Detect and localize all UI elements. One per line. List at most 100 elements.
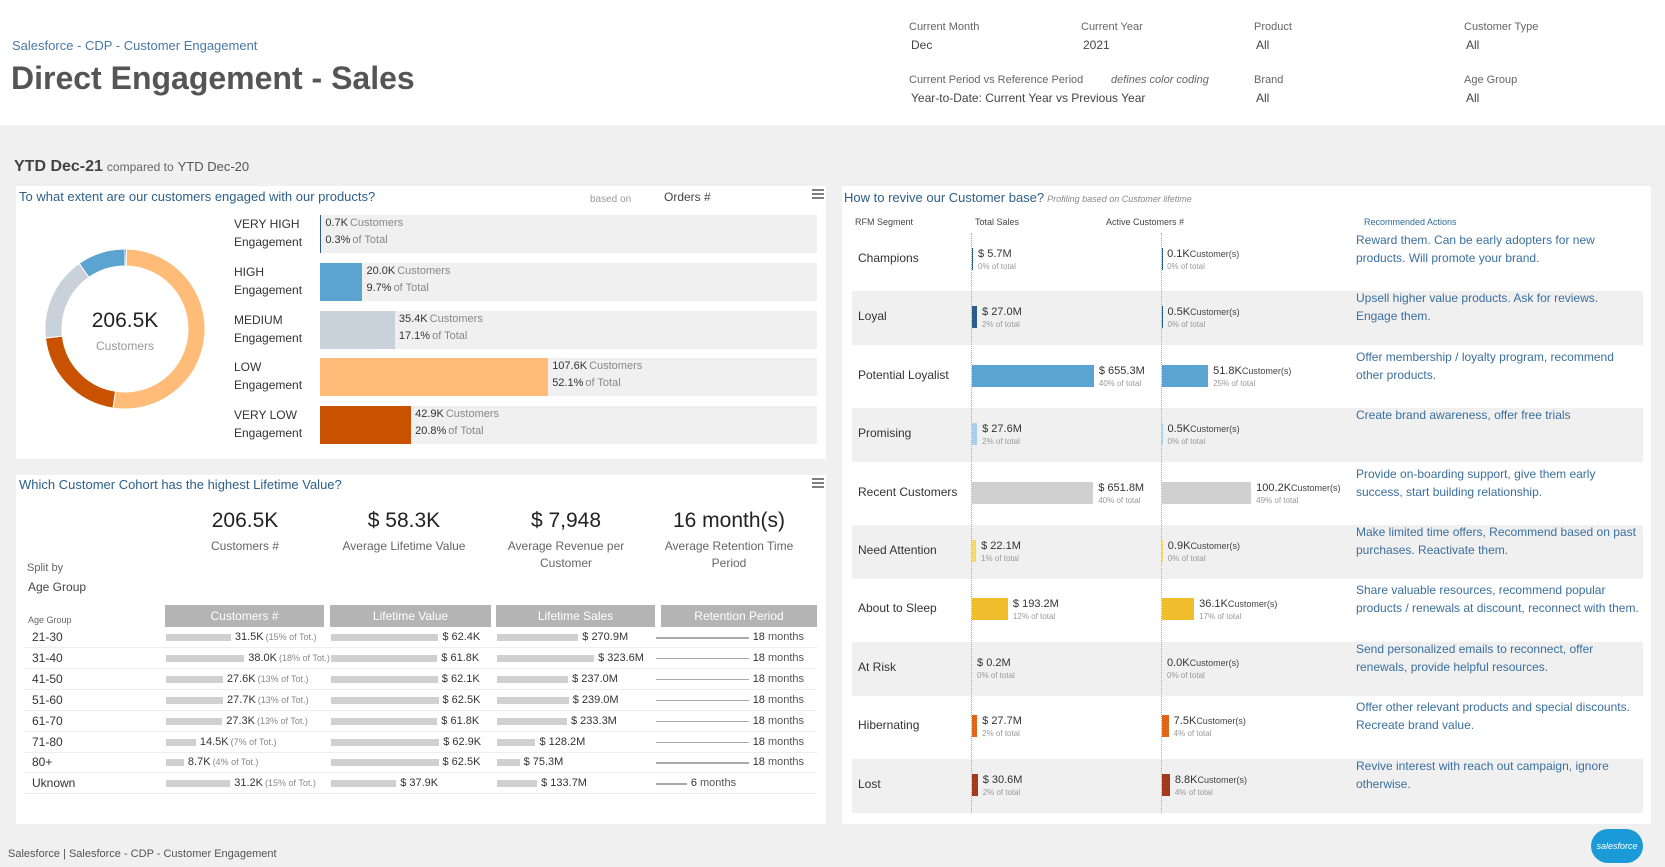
donut (44, 248, 206, 410)
filter-value: 2021 (1083, 38, 1110, 52)
value-label: 8.7K (187, 756, 211, 769)
customers-label: 31.2K (15% of Tot.) (234, 777, 316, 789)
row-rule (24, 667, 817, 669)
bar-track (320, 215, 817, 253)
retention-line (656, 783, 687, 785)
table-header (496, 605, 655, 627)
logo-text: salesforce (1596, 841, 1638, 851)
retention-label: 6 months (691, 777, 736, 789)
customers-bar (1162, 481, 1252, 504)
filter-label: Age Group (1464, 74, 1518, 86)
value-label: 14.5K (199, 735, 229, 748)
bar-track (320, 262, 817, 301)
row-band (852, 525, 1643, 579)
segment-name: At Risk (858, 659, 897, 674)
menu-icon[interactable] (812, 478, 824, 488)
value-label: 9.7% (366, 281, 392, 294)
filter-value: All (1466, 38, 1480, 52)
unit-label: Customer(s) (1196, 716, 1246, 727)
donut-total: 206.5K (91, 309, 159, 332)
value-label: 18 (752, 735, 765, 748)
sales-bar (972, 773, 978, 796)
unit-label: Customer(s) (1189, 657, 1240, 668)
unit-label: Customer(s) (1291, 482, 1341, 493)
unit-label: of Total (448, 425, 484, 438)
customers-label: 51.8KCustomer(s) (1213, 365, 1291, 377)
sales-bar (972, 481, 1094, 504)
unit-label: Customer(s) (1190, 541, 1240, 551)
value-label: 100.2K (1256, 481, 1292, 494)
rfm-heading: How to revive our Customer base? Profilin… (844, 189, 1192, 207)
sales-label: $ 651.8M (1098, 481, 1145, 494)
kpi-value: 206.5K (211, 509, 279, 532)
sales-share-label: 2% of total (982, 437, 1020, 447)
age-label: 41-50 (32, 671, 63, 686)
retention-label: 18 months (753, 715, 804, 727)
cohort-bar (497, 717, 567, 725)
row-rule (24, 751, 817, 753)
sales-share-label: 12% of total (1012, 612, 1056, 622)
customers-share-label: 0% of total (1167, 554, 1206, 563)
row-band (852, 408, 1643, 463)
customers-share-label: 49% of total (1256, 495, 1299, 505)
customers-label: 36.1KCustomer(s) (1199, 598, 1277, 610)
level-name: LOW (234, 360, 262, 375)
based-on: based on (590, 194, 632, 205)
value-label: 0.3% (325, 234, 351, 246)
recommended-action: Make limited time offers, Recommend base… (1356, 525, 1636, 557)
segment-name: Potential Loyalist (858, 367, 949, 382)
customers-label: 0.9KCustomer(s) (1168, 540, 1240, 552)
period-reference: YTD Dec-20 (177, 159, 250, 174)
cohort-bar (331, 738, 440, 746)
cohort-bar (497, 696, 569, 704)
cohort-bar (166, 675, 223, 683)
share-label: (13% of Tot.) (257, 694, 309, 705)
sales-share-label: 0% of total (978, 262, 1016, 271)
split-by: Split by (27, 562, 64, 574)
value-label: 0.9K (1167, 540, 1191, 552)
filter-note: defines color coding (1111, 74, 1209, 86)
sales-label: $ 5.7M (978, 248, 1012, 260)
level-suffix: Engagement (234, 282, 303, 297)
value-label: 6 (690, 777, 698, 790)
retention-line (656, 678, 749, 681)
unit-label: months (767, 735, 805, 748)
value-label: 0.7K (325, 217, 348, 229)
column-header: Lifetime Value (372, 609, 449, 623)
customers-bar (1162, 773, 1170, 796)
kpi-label: Average Lifetime Value (342, 539, 466, 553)
retention-label: 18 months (753, 631, 804, 643)
filter-label: Current Period vs Reference Period (909, 74, 1084, 86)
unit-label: Customer(s) (1190, 307, 1240, 318)
customers-share-label: 25% of total (1213, 378, 1256, 388)
cohort-bar (497, 634, 579, 641)
unit-label: Customers (589, 360, 643, 373)
customers-label: 0.1KCustomer(s) (1167, 248, 1239, 260)
recommended-action: Create brand awareness, offer free trial… (1356, 408, 1571, 423)
level-customers: 42.9K Customers (415, 408, 499, 420)
axis-line (971, 233, 972, 813)
recommended-action: Upsell higher value products. Ask for re… (1356, 291, 1599, 324)
retention-label: 18 months (753, 673, 804, 685)
sales-share-label: 40% of total (1098, 495, 1141, 505)
recommended-action: Revive interest with reach out campaign,… (1356, 758, 1609, 791)
value-label: 27.3K (226, 714, 255, 727)
panel-title: To what extent are our customers engaged… (19, 189, 376, 204)
level-share: 0.3% of Total (325, 234, 387, 246)
filter-value: Dec (911, 38, 933, 52)
retention-line (656, 699, 749, 702)
unit-label: Customer(s) (1227, 599, 1278, 610)
customers-share-label: 0% of total (1167, 437, 1206, 447)
customers-share-label: 0% of total (1167, 262, 1205, 271)
value-label: 31.5K (234, 631, 264, 643)
period: YTD Dec-21 compared to YTD Dec-20 (14, 158, 249, 176)
level-suffix: Engagement (234, 378, 303, 393)
value-label: 27.6K (226, 672, 256, 685)
customers-share-label: 0% of total (1167, 670, 1205, 680)
filter-label: Current Year (1081, 21, 1143, 33)
column-header: RFM Segment (855, 217, 914, 227)
menu-icon[interactable] (812, 189, 824, 199)
engagement-bar (320, 215, 322, 253)
level-share: 20.8% of Total (415, 425, 483, 437)
